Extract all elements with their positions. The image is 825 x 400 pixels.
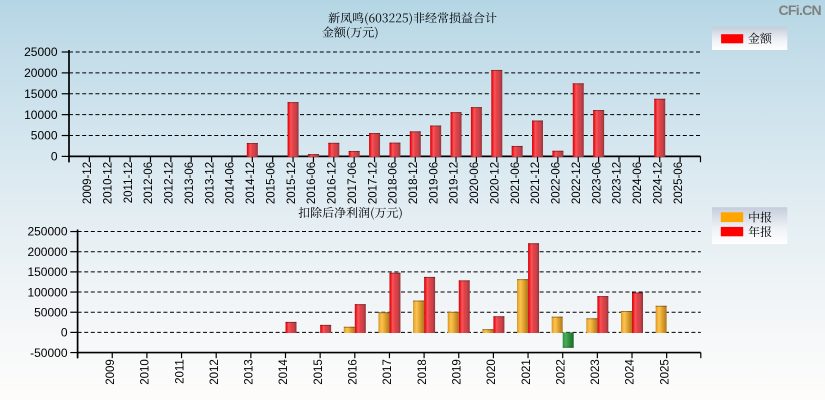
svg-text:2014-06: 2014-06: [225, 162, 237, 204]
svg-text:2012-06: 2012-06: [143, 162, 155, 204]
svg-text:15000: 15000: [24, 87, 58, 101]
svg-text:2009: 2009: [105, 359, 117, 385]
svg-text:2019-06: 2019-06: [428, 162, 440, 204]
svg-text:25000: 25000: [24, 45, 58, 59]
svg-text:2009-12: 2009-12: [82, 162, 94, 204]
svg-text:2023: 2023: [590, 359, 602, 385]
svg-text:2018-12: 2018-12: [408, 162, 420, 204]
svg-text:2010: 2010: [140, 359, 152, 385]
svg-text:2018: 2018: [417, 359, 429, 385]
svg-text:2019: 2019: [451, 359, 463, 385]
svg-text:2025-06: 2025-06: [673, 162, 685, 204]
svg-text:2016: 2016: [348, 359, 360, 385]
svg-text:200000: 200000: [27, 245, 67, 259]
svg-text:50000: 50000: [34, 305, 68, 319]
svg-text:2015: 2015: [313, 359, 325, 385]
svg-text:2017-06: 2017-06: [347, 162, 359, 204]
svg-text:2018-06: 2018-06: [388, 162, 400, 204]
svg-text:5000: 5000: [31, 129, 58, 143]
svg-text:2022-12: 2022-12: [571, 162, 583, 204]
svg-text:10000: 10000: [24, 108, 58, 122]
svg-text:-50000: -50000: [30, 346, 68, 360]
svg-text:2015-12: 2015-12: [286, 162, 298, 204]
svg-text:2020: 2020: [486, 359, 498, 385]
svg-text:2014: 2014: [278, 359, 290, 385]
svg-text:2010-12: 2010-12: [102, 162, 114, 204]
svg-text:2013-12: 2013-12: [204, 162, 216, 204]
svg-text:2011-12: 2011-12: [123, 162, 135, 203]
svg-text:2021-06: 2021-06: [510, 162, 522, 204]
svg-text:2016-12: 2016-12: [327, 162, 339, 204]
svg-text:2025: 2025: [659, 359, 671, 385]
svg-text:2013: 2013: [244, 359, 256, 385]
svg-text:2012-12: 2012-12: [164, 162, 176, 204]
svg-text:2019-12: 2019-12: [449, 162, 461, 204]
svg-text:2024-12: 2024-12: [652, 162, 664, 204]
svg-text:2016-06: 2016-06: [306, 162, 318, 204]
svg-text:2011: 2011: [174, 359, 186, 384]
svg-text:2020-12: 2020-12: [489, 162, 501, 204]
svg-text:2014-12: 2014-12: [245, 162, 257, 204]
svg-text:2021-12: 2021-12: [530, 162, 542, 204]
svg-text:2024-06: 2024-06: [632, 162, 644, 204]
svg-text:2015-06: 2015-06: [265, 162, 277, 204]
svg-text:2020-06: 2020-06: [469, 162, 481, 204]
svg-text:CFi.CN: CFi.CN: [779, 2, 822, 18]
svg-text:2022: 2022: [555, 359, 567, 385]
svg-text:2023-12: 2023-12: [612, 162, 624, 204]
svg-text:0: 0: [51, 150, 58, 164]
svg-text:2013-06: 2013-06: [184, 162, 196, 204]
svg-text:250000: 250000: [27, 225, 67, 239]
svg-text:2012: 2012: [209, 359, 221, 385]
svg-text:0: 0: [61, 326, 68, 340]
svg-text:150000: 150000: [27, 265, 67, 279]
svg-text:2022-06: 2022-06: [551, 162, 563, 204]
svg-text:2017: 2017: [382, 359, 394, 385]
svg-text:2017-12: 2017-12: [367, 162, 379, 204]
svg-text:2024: 2024: [625, 359, 637, 385]
svg-text:2021: 2021: [521, 359, 533, 385]
svg-text:100000: 100000: [27, 285, 67, 299]
svg-text:2023-06: 2023-06: [591, 162, 603, 204]
svg-text:20000: 20000: [24, 66, 58, 80]
